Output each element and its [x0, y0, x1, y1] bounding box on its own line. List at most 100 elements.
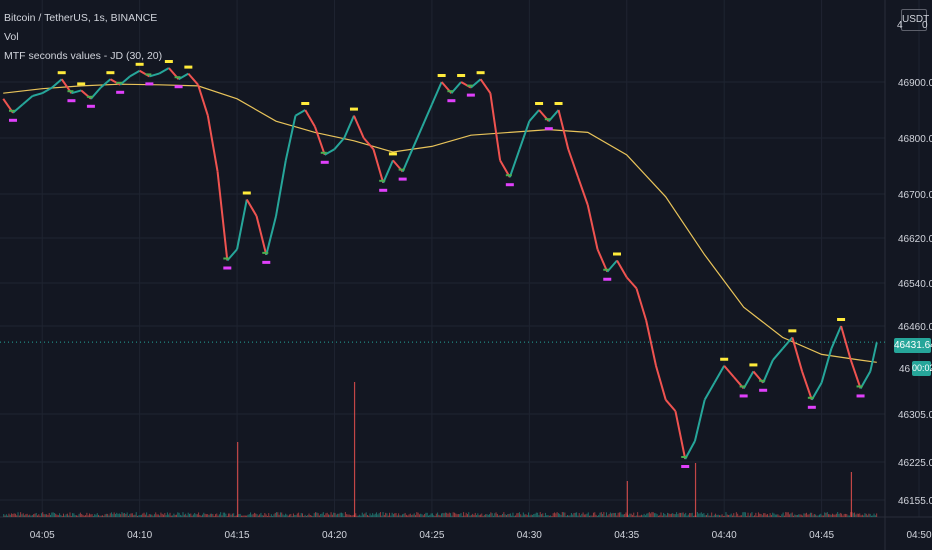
- mid-marker: [807, 396, 814, 399]
- volume-bar: [873, 513, 875, 517]
- volume-bar: [712, 515, 714, 517]
- volume-bar: [722, 515, 724, 517]
- volume-bar: [335, 514, 337, 517]
- currency-button[interactable]: USDT: [901, 9, 929, 31]
- volume-bar: [322, 512, 324, 517]
- volume-bar: [618, 512, 620, 517]
- volume-bar: [765, 514, 767, 517]
- volume-bar: [404, 512, 406, 517]
- volume-bar: [156, 514, 158, 517]
- volume-bar: [12, 514, 14, 517]
- volume-bar: [422, 515, 424, 517]
- price-tick-label: 46155.00: [898, 496, 932, 507]
- volume-bar: [421, 514, 423, 517]
- volume-bar: [718, 515, 720, 517]
- volume-bar: [234, 515, 236, 517]
- volume-bar: [542, 513, 544, 517]
- volume-bar: [550, 515, 552, 517]
- volume-bar: [316, 512, 318, 517]
- volume-bar: [841, 513, 843, 517]
- price-series: [2, 67, 878, 460]
- volume-bar: [225, 513, 227, 517]
- volume-bar: [265, 514, 267, 517]
- price-axis[interactable]: 46900.00 46800.00 46700.00 46620.00 46540.00…: [898, 78, 932, 507]
- volume-bar: [231, 513, 233, 517]
- volume-bar: [803, 513, 805, 517]
- volume-bar: [720, 515, 722, 517]
- volume-bar: [291, 515, 293, 517]
- volume-bar: [839, 512, 841, 517]
- volume-bar: [682, 512, 684, 517]
- volume-bar: [818, 514, 820, 517]
- price-tick-label: 46700.00: [898, 190, 932, 201]
- volume-bar: [481, 513, 483, 517]
- volume-bar: [203, 512, 205, 517]
- volume-bar: [302, 513, 304, 517]
- price-segment: [849, 359, 862, 389]
- volume-bar: [496, 513, 498, 517]
- volume-bar: [135, 512, 137, 517]
- volume-bar: [789, 514, 791, 517]
- volume-bar: [752, 515, 754, 517]
- mid-marker: [681, 456, 688, 458]
- time-tick-label: 04:45: [809, 530, 834, 541]
- volume-bar: [847, 515, 849, 517]
- volume-bar: [683, 514, 685, 517]
- volume-bar: [351, 515, 353, 517]
- volume-bar: [631, 514, 633, 517]
- time-tick-label: 04:10: [127, 530, 152, 541]
- time-axis[interactable]: 04:05 04:10 04:15 04:20 04:25 04:30 04:35 04:40…: [30, 530, 932, 541]
- volume-bar: [756, 515, 758, 517]
- volume-bar: [252, 514, 254, 517]
- volume-bar: [138, 515, 140, 517]
- legend-indicator[interactable]: MTF seconds values - JD (30, 20): [4, 50, 163, 62]
- volume-bar: [424, 513, 426, 517]
- volume-bar: [834, 514, 836, 517]
- volume-bar: [800, 514, 802, 517]
- volume-bar: [700, 512, 702, 517]
- high-marker: [349, 107, 358, 111]
- legend-volume[interactable]: Vol: [4, 31, 19, 43]
- volume-bar: [309, 514, 311, 517]
- price-segment: [703, 382, 716, 401]
- volume-bar: [516, 513, 518, 517]
- volume-bar: [761, 515, 763, 517]
- volume-bar: [121, 512, 123, 517]
- volume-bar: [195, 514, 197, 517]
- volume-bar: [389, 512, 391, 517]
- volume-bar: [563, 512, 565, 517]
- volume-bar: [361, 512, 363, 517]
- volume-bar: [303, 515, 305, 517]
- volume-bar: [694, 515, 696, 517]
- volume-bar: [221, 515, 223, 517]
- volume-bar: [251, 514, 253, 517]
- price-segment: [343, 115, 355, 139]
- volume-bar: [787, 512, 789, 517]
- volume-bar: [648, 512, 650, 517]
- volume-bar: [552, 513, 554, 517]
- volume-bar: [104, 514, 106, 517]
- volume-bar: [360, 515, 362, 517]
- volume-bar: [153, 514, 155, 517]
- volume-bar: [559, 513, 561, 517]
- volume-bar: [183, 514, 185, 517]
- volume-bar: [78, 513, 80, 517]
- volume-bar: [347, 514, 349, 517]
- mtf-markers: [8, 60, 865, 468]
- volume-bar: [473, 514, 475, 517]
- volume-bar: [321, 513, 323, 517]
- price-segment: [869, 342, 878, 372]
- volume-bar: [735, 512, 737, 517]
- volume-bar: [768, 515, 770, 517]
- high-marker: [77, 82, 86, 86]
- high-marker: [720, 357, 729, 361]
- volume-bar: [320, 513, 322, 517]
- volume-bar: [607, 515, 609, 517]
- legend-symbol[interactable]: Bitcoin / TetherUS, 1s, BINANCE: [4, 12, 158, 24]
- volume-bar: [227, 513, 229, 517]
- volume-bar: [530, 514, 532, 517]
- volume-bar: [129, 514, 131, 517]
- volume-bar: [802, 515, 804, 517]
- volume-bar: [539, 512, 541, 517]
